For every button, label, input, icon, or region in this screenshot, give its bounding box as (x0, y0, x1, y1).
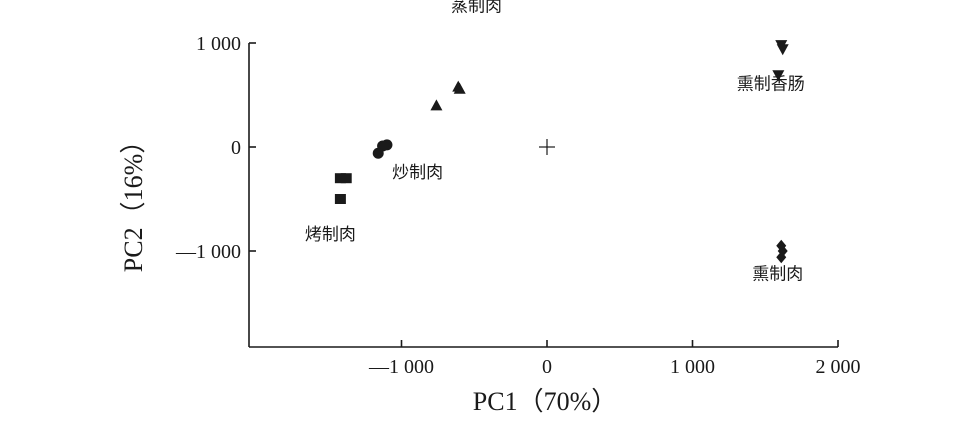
y-tick-label: 0 (231, 137, 241, 159)
data-point-triangle-up (430, 99, 443, 111)
group-label: 蒸制肉 (451, 0, 502, 17)
data-point-triangle-down (772, 70, 785, 82)
group-label: 熏制肉 (752, 264, 803, 284)
group-label: 炒制肉 (392, 163, 443, 183)
x-axis-title: PC1（70%） (473, 387, 617, 416)
y-tick-label: —1 000 (175, 241, 241, 263)
data-point-square (340, 173, 352, 184)
x-tick-label: 2 000 (816, 356, 861, 378)
y-axis-title: PC2（16%） (119, 128, 148, 272)
x-ticks: —1 000 0 1 000 2 000 (368, 340, 861, 378)
y-tick-label: 1 000 (196, 33, 241, 55)
data-points (334, 40, 789, 264)
x-tick-label: —1 000 (368, 356, 434, 378)
group-label: 熏制香肠 (737, 75, 805, 95)
data-point-triangle-up (453, 82, 466, 94)
data-point-square (334, 173, 346, 184)
data-point-diamond (776, 251, 787, 264)
y-ticks: 1 000 0 —1 000 (175, 33, 256, 263)
x-tick-label: 1 000 (670, 356, 715, 378)
data-point-circle (372, 147, 384, 159)
axes (248, 43, 838, 348)
group-label: 烤制肉 (305, 225, 356, 245)
data-point-triangle-down (776, 44, 789, 56)
x-tick-label: 0 (542, 356, 552, 378)
origin-plus-marker (539, 139, 555, 155)
data-point-square (334, 194, 346, 204)
